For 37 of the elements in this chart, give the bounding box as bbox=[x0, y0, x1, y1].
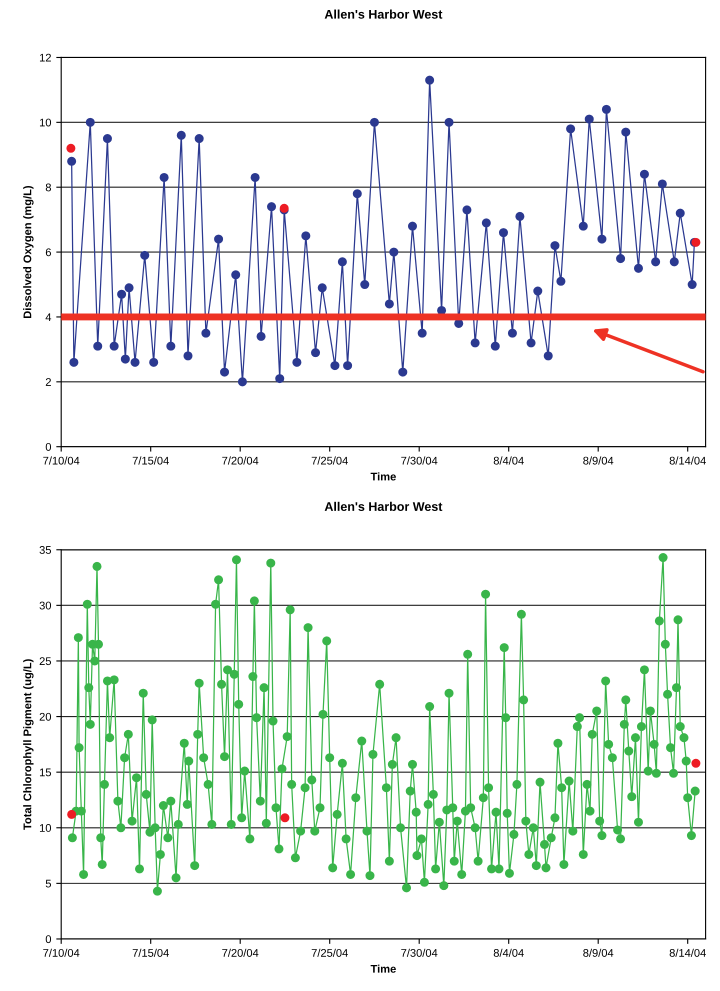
y-tick-label: 35 bbox=[40, 546, 52, 554]
y-tick-label: 25 bbox=[40, 657, 52, 666]
x-tick-label: 8/14/04 bbox=[670, 948, 706, 957]
y-tick-label: 0 bbox=[46, 935, 52, 944]
x-tick-label: 7/10/04 bbox=[43, 456, 80, 465]
y-tick-label: 0 bbox=[46, 442, 52, 451]
y-tick-label: 2 bbox=[46, 378, 51, 386]
y-tick-label: 5 bbox=[46, 880, 52, 888]
x-axis-title: Time bbox=[370, 472, 396, 480]
x-tick-label: 7/20/04 bbox=[222, 948, 258, 957]
x-tick-label: 7/15/04 bbox=[132, 456, 169, 465]
x-tick-label: 8/9/04 bbox=[583, 456, 614, 465]
x-tick-label: 7/30/04 bbox=[401, 456, 438, 465]
y-tick-label: 12 bbox=[40, 54, 51, 62]
x-axis-title: Time bbox=[370, 964, 396, 973]
y-tick-label: 8 bbox=[46, 183, 51, 192]
x-tick-label: 7/25/04 bbox=[312, 948, 348, 957]
y-tick-label: 4 bbox=[46, 313, 52, 321]
y-tick-label: 20 bbox=[40, 712, 52, 721]
x-tick-label: 7/15/04 bbox=[132, 948, 169, 957]
x-tick-label: 8/4/04 bbox=[494, 948, 524, 957]
y-tick-label: 10 bbox=[40, 118, 52, 126]
y-tick-label: 30 bbox=[40, 602, 52, 610]
x-tick-label: 8/4/04 bbox=[494, 456, 524, 465]
x-tick-label: 8/14/04 bbox=[670, 456, 706, 465]
y-tick-label: 10 bbox=[40, 824, 52, 832]
y-tick-label: 6 bbox=[46, 248, 51, 256]
x-tick-label: 7/25/04 bbox=[312, 456, 348, 465]
x-tick-label: 7/20/04 bbox=[222, 456, 258, 465]
chart-title: Allen's Harbor West bbox=[324, 10, 442, 19]
x-tick-label: 7/30/04 bbox=[401, 948, 438, 957]
y-axis-title: Dissolved Oxygen (mg/L) bbox=[23, 186, 34, 318]
chart-title: Allen's Harbor West bbox=[324, 502, 442, 511]
x-tick-label: 7/10/04 bbox=[43, 948, 80, 957]
x-tick-label: 8/9/04 bbox=[583, 948, 614, 957]
y-axis-title: Total Chlorophyll Pigment (ug/L) bbox=[23, 659, 34, 830]
y-tick-label: 15 bbox=[40, 768, 52, 776]
